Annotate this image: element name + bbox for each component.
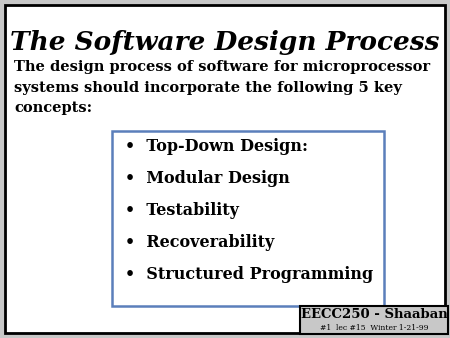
Text: EECC250 - Shaaban: EECC250 - Shaaban (301, 308, 447, 321)
Text: •  Modular Design: • Modular Design (125, 170, 290, 187)
Text: #1  lec #15  Winter 1-21-99: #1 lec #15 Winter 1-21-99 (320, 324, 428, 332)
FancyBboxPatch shape (112, 131, 384, 306)
Text: The Software Design Process: The Software Design Process (10, 30, 440, 55)
Text: •  Top-Down Design:: • Top-Down Design: (125, 138, 308, 155)
FancyBboxPatch shape (5, 5, 445, 333)
Text: •  Structured Programming: • Structured Programming (125, 266, 373, 283)
Text: •  Recoverability: • Recoverability (125, 234, 274, 251)
Text: •  Testability: • Testability (125, 202, 239, 219)
FancyBboxPatch shape (300, 306, 448, 334)
Text: The design process of software for microprocessor
systems should incorporate the: The design process of software for micro… (14, 60, 430, 115)
